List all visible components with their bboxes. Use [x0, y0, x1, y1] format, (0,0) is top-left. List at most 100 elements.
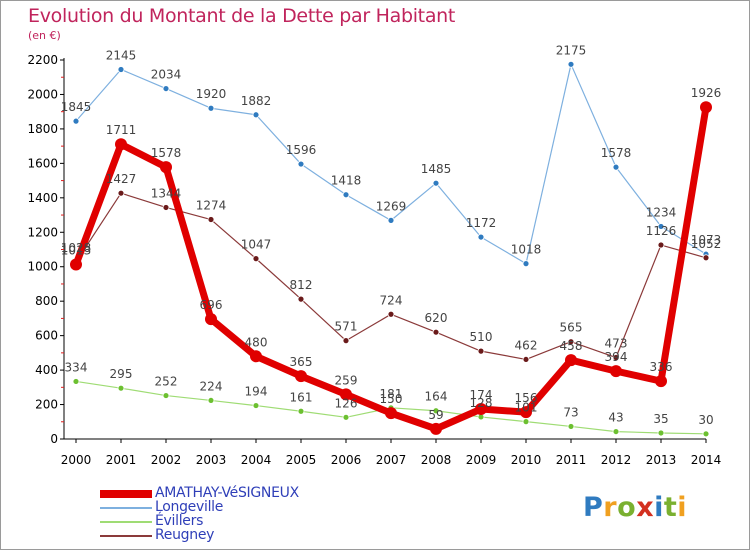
data-label: 2175: [556, 43, 587, 57]
data-point: [162, 392, 170, 399]
data-label: 164: [425, 390, 448, 404]
data-point: [432, 407, 440, 415]
data-label: 194: [245, 385, 268, 399]
x-tick-label: 2000: [61, 453, 92, 467]
data-label: 1274: [196, 199, 227, 213]
data-label: 1427: [106, 172, 137, 186]
x-tick-label: 2008: [421, 453, 452, 467]
legend-item: AMATHAY-VéSIGNEUX: [100, 485, 360, 501]
data-point: [657, 429, 665, 437]
data-label: 156: [515, 391, 538, 405]
data-label: 35: [653, 412, 668, 426]
data-point: [342, 337, 350, 345]
data-label: 334: [65, 360, 88, 374]
data-label: 1234: [646, 205, 677, 219]
legend: AMATHAY-VéSIGNEUX Longeville Évillers Re…: [100, 485, 360, 543]
data-label: 1047: [241, 238, 272, 252]
data-label: 1126: [646, 224, 677, 238]
data-label: 462: [515, 338, 538, 352]
unit-label: (en €): [28, 29, 61, 42]
data-point: [342, 413, 350, 421]
y-tick-label: 1800: [27, 122, 58, 136]
y-tick-label: 1400: [27, 191, 58, 205]
data-label: 620: [425, 311, 448, 325]
data-point: [115, 138, 127, 151]
data-label: 1013: [61, 243, 92, 257]
data-point: [297, 295, 305, 303]
data-label: 1596: [286, 143, 317, 157]
data-label: 1926: [691, 86, 722, 100]
data-label: 394: [605, 350, 628, 364]
y-tick-label: 2000: [27, 87, 58, 101]
data-label: 295: [110, 367, 133, 381]
data-point: [72, 378, 80, 385]
data-point: [522, 418, 530, 426]
data-label: 480: [245, 335, 268, 349]
data-label: 2145: [106, 48, 137, 62]
y-tick-label: 0: [50, 432, 58, 446]
legend-label: Reugney: [155, 527, 215, 543]
data-point: [70, 258, 82, 271]
data-label: 252: [155, 375, 178, 389]
data-label: 458: [560, 339, 583, 353]
data-point: [385, 407, 397, 420]
x-tick-label: 2006: [331, 453, 362, 467]
data-label: 1052: [691, 237, 722, 251]
data-point: [477, 347, 485, 355]
data-label: 365: [290, 355, 313, 369]
legend-label: Longeville: [155, 499, 224, 515]
data-point: [207, 104, 215, 112]
y-tick-label: 2200: [27, 53, 58, 67]
x-tick-label: 2002: [151, 453, 182, 467]
proxiti-logo: Proxiti: [583, 492, 688, 523]
data-label: 2034: [151, 68, 182, 82]
data-point: [612, 354, 620, 361]
data-point: [520, 406, 532, 419]
data-point: [567, 60, 575, 68]
x-tick-label: 2001: [106, 453, 137, 467]
data-point: [340, 388, 352, 401]
x-tick-label: 2007: [376, 453, 407, 467]
data-point: [522, 260, 530, 268]
data-point: [567, 338, 575, 346]
data-label: 1269: [376, 199, 407, 213]
data-point: [657, 223, 665, 230]
data-label: 724: [380, 293, 403, 307]
legend-swatch: [100, 521, 152, 523]
data-point: [430, 422, 442, 435]
data-label: 571: [335, 320, 358, 334]
data-point: [702, 430, 710, 438]
data-point: [387, 310, 395, 318]
legend-swatch: [100, 535, 152, 537]
data-label: 1418: [331, 174, 362, 188]
data-label: 1028: [61, 241, 92, 255]
data-point: [475, 403, 487, 416]
data-point: [207, 397, 215, 404]
legend-swatch: [100, 507, 152, 509]
data-point: [612, 428, 620, 435]
data-point: [297, 160, 305, 168]
x-tick-label: 2014: [691, 453, 722, 467]
x-tick-label: 2003: [196, 453, 227, 467]
data-point: [297, 407, 305, 415]
data-label: 812: [290, 278, 313, 292]
data-point: [252, 111, 260, 119]
data-label: 128: [470, 396, 493, 410]
data-label: 59: [428, 408, 443, 422]
y-tick-label: 1600: [27, 156, 58, 170]
x-tick-label: 2009: [466, 453, 497, 467]
data-label: 73: [563, 405, 578, 419]
data-point: [160, 161, 172, 174]
data-label: 101: [515, 401, 538, 415]
data-point: [567, 423, 575, 430]
data-point: [205, 313, 217, 326]
data-point: [72, 117, 80, 125]
y-tick-label: 1200: [27, 225, 58, 239]
data-point: [610, 365, 622, 378]
data-label: 224: [200, 379, 223, 393]
data-point: [117, 189, 125, 197]
data-label: 150: [380, 392, 403, 406]
data-point: [207, 216, 215, 223]
x-tick-label: 2013: [646, 453, 677, 467]
